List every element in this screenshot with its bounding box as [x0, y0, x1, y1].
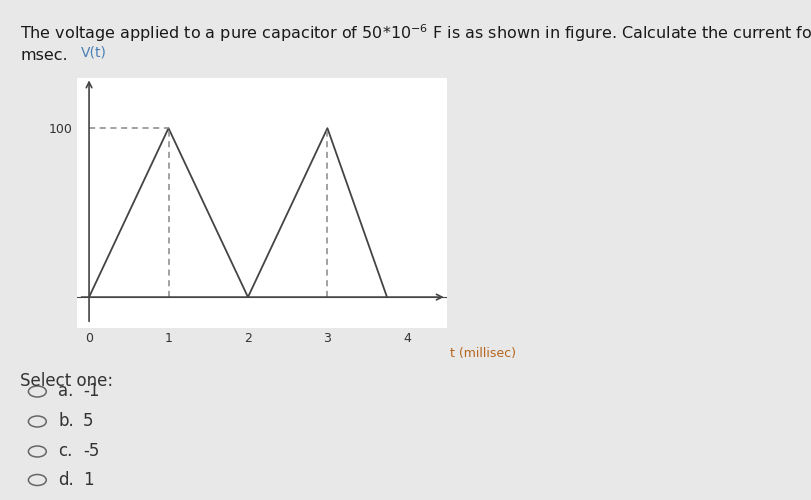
- Text: a.: a.: [58, 382, 74, 400]
- Text: b.: b.: [58, 412, 74, 430]
- Text: 5: 5: [83, 412, 93, 430]
- Text: The voltage applied to a pure capacitor of 50*10$^{-6}$ F is as shown in figure.: The voltage applied to a pure capacitor …: [20, 22, 811, 44]
- Text: msec.: msec.: [20, 48, 68, 62]
- Text: -5: -5: [83, 442, 99, 460]
- Text: t (millisec): t (millisec): [450, 348, 516, 360]
- Text: -1: -1: [83, 382, 99, 400]
- Text: c.: c.: [58, 442, 73, 460]
- Text: V(t): V(t): [81, 46, 106, 60]
- Text: 1: 1: [83, 471, 93, 489]
- Text: d.: d.: [58, 471, 74, 489]
- Text: Select one:: Select one:: [20, 372, 114, 390]
